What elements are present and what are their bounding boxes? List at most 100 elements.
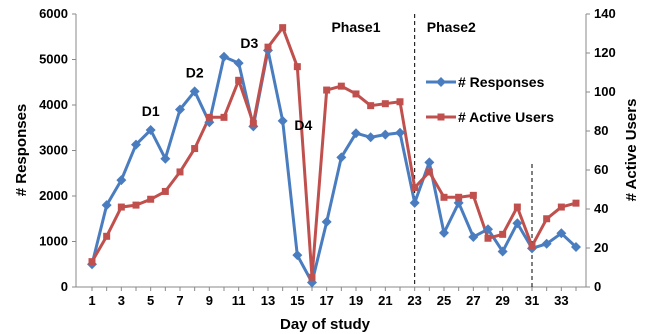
y-tick-label: 6000: [39, 6, 68, 21]
x-tick-label: 15: [290, 293, 304, 308]
annotation-label: D2: [186, 64, 204, 80]
active-users-point: [411, 184, 419, 192]
x-tick-label: 5: [147, 293, 154, 308]
active-users-point: [543, 215, 551, 223]
active-users-point: [425, 168, 433, 176]
y-tick-label: 4000: [39, 97, 68, 112]
responses-point: [131, 139, 141, 150]
x-tick-label: 1: [88, 293, 95, 308]
active-users-point: [396, 98, 404, 106]
active-users-point: [249, 119, 257, 127]
responses-point: [233, 58, 244, 69]
active-users-point: [264, 43, 272, 51]
active-users-point: [352, 90, 360, 98]
active-users-point: [235, 76, 243, 84]
active-users-point: [455, 193, 463, 201]
phase-label: Phase2: [427, 19, 476, 35]
active-users-point: [279, 24, 287, 32]
active-users-point: [440, 193, 448, 201]
responses-point: [380, 129, 391, 140]
responses-point: [160, 153, 171, 164]
y-tick-labels: 0 1000 2000 3000 4000 5000 6000: [39, 6, 68, 294]
active-users-point: [308, 273, 316, 281]
active-users-point: [88, 258, 96, 266]
x-tick-label: 33: [554, 293, 568, 308]
y-tick-label: 1000: [39, 234, 68, 249]
active-users-point: [381, 100, 389, 108]
x-tick-label: 21: [378, 293, 392, 308]
responses-point: [541, 238, 552, 249]
x-tick-label: 25: [437, 293, 451, 308]
responses-point: [321, 216, 332, 227]
active-users-point: [528, 242, 536, 250]
active-users-point: [572, 199, 580, 207]
y-tick-label: 2000: [39, 188, 68, 203]
active-users-point: [513, 203, 521, 211]
active-users-point: [205, 113, 213, 121]
x-tick-label: 17: [319, 293, 333, 308]
x-tick-label: 11: [232, 293, 246, 308]
x-tick-labels: 1 3 5 7 9 11 13 15 17 19 21 23 25 27 29 31 33: [88, 293, 568, 308]
responses-point: [277, 115, 288, 126]
active-users-point: [484, 234, 492, 242]
y2-tick-label: 80: [594, 123, 608, 138]
y2-tick-label: 120: [594, 45, 616, 60]
x-tick-label: 13: [261, 293, 275, 308]
responses-point: [219, 51, 229, 62]
x-tick-label: 27: [466, 293, 480, 308]
responses-point: [365, 132, 376, 143]
phase-dividers: [414, 14, 533, 287]
y2-tick-label: 60: [594, 162, 608, 177]
x-tick-label: 3: [118, 293, 125, 308]
legend: # Responses # Active Users: [426, 74, 554, 125]
legend-entry: # Active Users: [458, 109, 554, 125]
annotation-label: D1: [142, 103, 160, 119]
responses-point: [571, 241, 581, 252]
y-tick-label: 5000: [39, 52, 68, 67]
series-line-responses: [90, 48, 578, 284]
x-axis-label: Day of study: [280, 316, 371, 333]
active-users-point: [103, 232, 111, 240]
responses-point: [497, 246, 508, 257]
responses-point: [424, 157, 435, 168]
legend-swatch-marker: [437, 113, 445, 121]
responses-point: [483, 224, 493, 235]
responses-point: [145, 125, 156, 136]
series-markers: [87, 24, 581, 288]
active-users-point: [323, 86, 331, 94]
annotation-label: D4: [294, 117, 312, 133]
responses-point: [189, 86, 200, 97]
responses-point: [292, 250, 303, 261]
y2-tick-label: 100: [594, 84, 616, 99]
y2-axis-label: # Active Users: [623, 99, 640, 202]
y2-tick-label: 140: [594, 6, 616, 21]
active-users-point: [367, 102, 375, 110]
y2-tick-labels: 0 20 40 60 80 100 120 140: [594, 6, 616, 294]
series-line-active-users: [90, 26, 577, 279]
series-lines: [90, 26, 578, 284]
responses-point: [395, 127, 405, 138]
x-tick-label: 9: [206, 293, 213, 308]
legend-entry: # Responses: [458, 74, 545, 90]
x-tick-label: 7: [176, 293, 183, 308]
y2-tick-label: 20: [594, 240, 608, 255]
y-tick-label: 0: [61, 279, 68, 294]
responses-point: [175, 104, 185, 115]
responses-point: [101, 200, 112, 211]
responses-point: [556, 228, 567, 239]
active-users-point: [161, 187, 169, 195]
x-tick-label: 23: [407, 293, 421, 308]
y-axis-label: # Responses: [13, 104, 30, 197]
y2-tick-label: 40: [594, 201, 608, 216]
axes: [72, 13, 590, 291]
active-users-point: [557, 203, 565, 211]
y-tick-label: 3000: [39, 143, 68, 158]
phase-label: Phase1: [331, 19, 380, 35]
active-users-point: [337, 82, 345, 90]
x-tick-label: 31: [525, 293, 539, 308]
active-users-point: [220, 113, 228, 121]
responses-point: [336, 152, 347, 163]
responses-point: [409, 197, 420, 208]
active-users-point: [191, 145, 199, 153]
